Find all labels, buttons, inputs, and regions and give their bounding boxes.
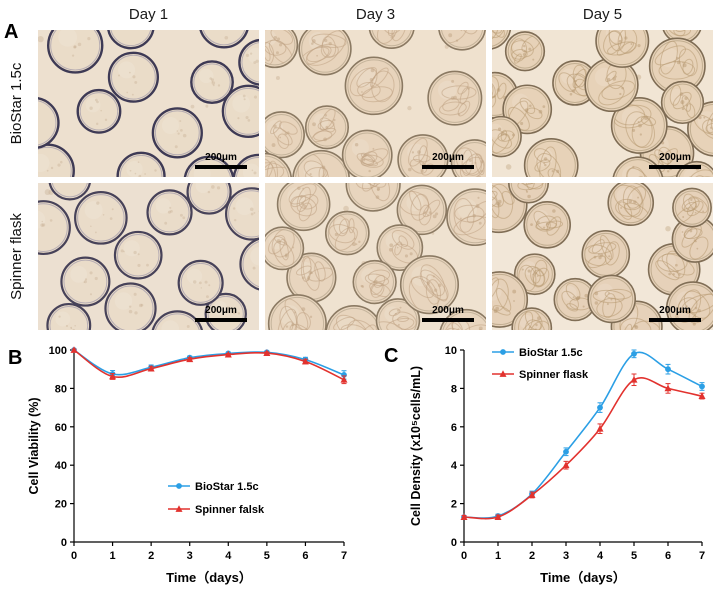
svg-text:8: 8 xyxy=(451,383,457,395)
micrograph-image xyxy=(492,30,713,177)
cell-viability-chart: 0 20 40 60 80 100 0 1 2 3 4 5 6 7 Time（days） Cell Viabi… xyxy=(24,336,364,594)
svg-text:2: 2 xyxy=(451,499,457,511)
micrograph-image xyxy=(38,30,259,177)
micrograph-spinner-day1: 200μm xyxy=(38,183,259,330)
svg-text:0: 0 xyxy=(461,550,467,562)
scale-bar-label: 200μm xyxy=(432,305,464,316)
svg-text:0: 0 xyxy=(61,537,67,549)
svg-text:6: 6 xyxy=(302,550,308,562)
micrograph-spinner-day5: 200μm xyxy=(492,183,713,330)
scale-bar-line xyxy=(422,318,474,322)
panel-b-label: B xyxy=(8,347,23,369)
svg-text:6: 6 xyxy=(451,422,457,434)
svg-text:5: 5 xyxy=(631,550,637,562)
cell-density-chart: 0 2 4 6 8 10 0 1 2 3 4 5 6 7 Time（days） Cell Density (x… xyxy=(380,336,713,594)
svg-text:40: 40 xyxy=(55,460,67,472)
scale-bar-label: 200μm xyxy=(432,152,464,163)
cell-viability-plot: 0 20 40 60 80 100 0 1 2 3 4 5 6 7 Time（days） Cell Viabi… xyxy=(27,345,348,585)
scale-bar-label: 200μm xyxy=(205,305,237,316)
column-header-day5: Day 5 xyxy=(582,6,623,23)
svg-text:6: 6 xyxy=(665,550,671,562)
svg-text:1: 1 xyxy=(495,550,501,562)
row-label-biostar: BioStar 1.5c xyxy=(8,62,25,145)
column-header-day1: Day 1 xyxy=(128,6,169,23)
scale-bar: 200μm xyxy=(419,306,477,322)
svg-text:2: 2 xyxy=(529,550,535,562)
svg-text:1: 1 xyxy=(110,550,116,562)
svg-text:3: 3 xyxy=(187,550,193,562)
svg-text:5: 5 xyxy=(264,550,270,562)
svg-text:4: 4 xyxy=(225,550,232,562)
svg-text:0: 0 xyxy=(451,537,457,549)
column-header-day3: Day 3 xyxy=(355,6,396,23)
svg-text:80: 80 xyxy=(55,383,67,395)
scale-bar-line xyxy=(649,318,701,322)
micrograph-image xyxy=(265,30,486,177)
svg-text:60: 60 xyxy=(55,422,67,434)
scale-bar-label: 200μm xyxy=(659,305,691,316)
cell-density-plot: 0 2 4 6 8 10 0 1 2 3 4 5 6 7 Time（days） Cell Density (x… xyxy=(409,345,706,585)
svg-text:Time（days）: Time（days） xyxy=(540,570,626,585)
svg-text:100: 100 xyxy=(49,345,67,357)
svg-text:20: 20 xyxy=(55,499,67,511)
scale-bar: 200μm xyxy=(192,153,250,169)
svg-text:Cell Density (x10⁵cells/mL): Cell Density (x10⁵cells/mL) xyxy=(409,366,423,526)
svg-text:BioStar 1.5c: BioStar 1.5c xyxy=(195,481,259,493)
svg-text:Spinner falsk: Spinner falsk xyxy=(195,504,265,516)
svg-text:3: 3 xyxy=(563,550,569,562)
scale-bar-line xyxy=(195,318,247,322)
micrograph-biostar-day1: 200μm xyxy=(38,30,259,177)
svg-text:Cell Viability (%): Cell Viability (%) xyxy=(27,397,41,494)
svg-text:Spinner flask: Spinner flask xyxy=(519,369,589,381)
panel-a-label: A xyxy=(4,21,19,43)
panel-c-label: C xyxy=(384,345,399,367)
svg-text:2: 2 xyxy=(148,550,154,562)
svg-text:7: 7 xyxy=(341,550,347,562)
svg-text:7: 7 xyxy=(699,550,705,562)
svg-text:4: 4 xyxy=(451,460,458,472)
scale-bar: 200μm xyxy=(419,153,477,169)
svg-text:Time（days）: Time（days） xyxy=(166,570,252,585)
micrograph-biostar-day5: 200μm xyxy=(492,30,713,177)
scale-bar: 200μm xyxy=(192,306,250,322)
svg-text:0: 0 xyxy=(71,550,77,562)
svg-text:BioStar 1.5c: BioStar 1.5c xyxy=(519,347,583,359)
row-label-spinner-flask: Spinner flask xyxy=(8,213,25,300)
svg-text:4: 4 xyxy=(597,550,604,562)
scale-bar: 200μm xyxy=(646,153,704,169)
svg-text:10: 10 xyxy=(445,345,457,357)
scale-bar-line xyxy=(649,165,701,169)
scale-bar-line xyxy=(195,165,247,169)
micrograph-spinner-day3: 200μm xyxy=(265,183,486,330)
micrograph-image xyxy=(265,183,486,330)
scale-bar-label: 200μm xyxy=(205,152,237,163)
scale-bar-line xyxy=(422,165,474,169)
scale-bar-label: 200μm xyxy=(659,152,691,163)
micrograph-image xyxy=(38,183,259,330)
micrograph-biostar-day3: 200μm xyxy=(265,30,486,177)
scale-bar: 200μm xyxy=(646,306,704,322)
